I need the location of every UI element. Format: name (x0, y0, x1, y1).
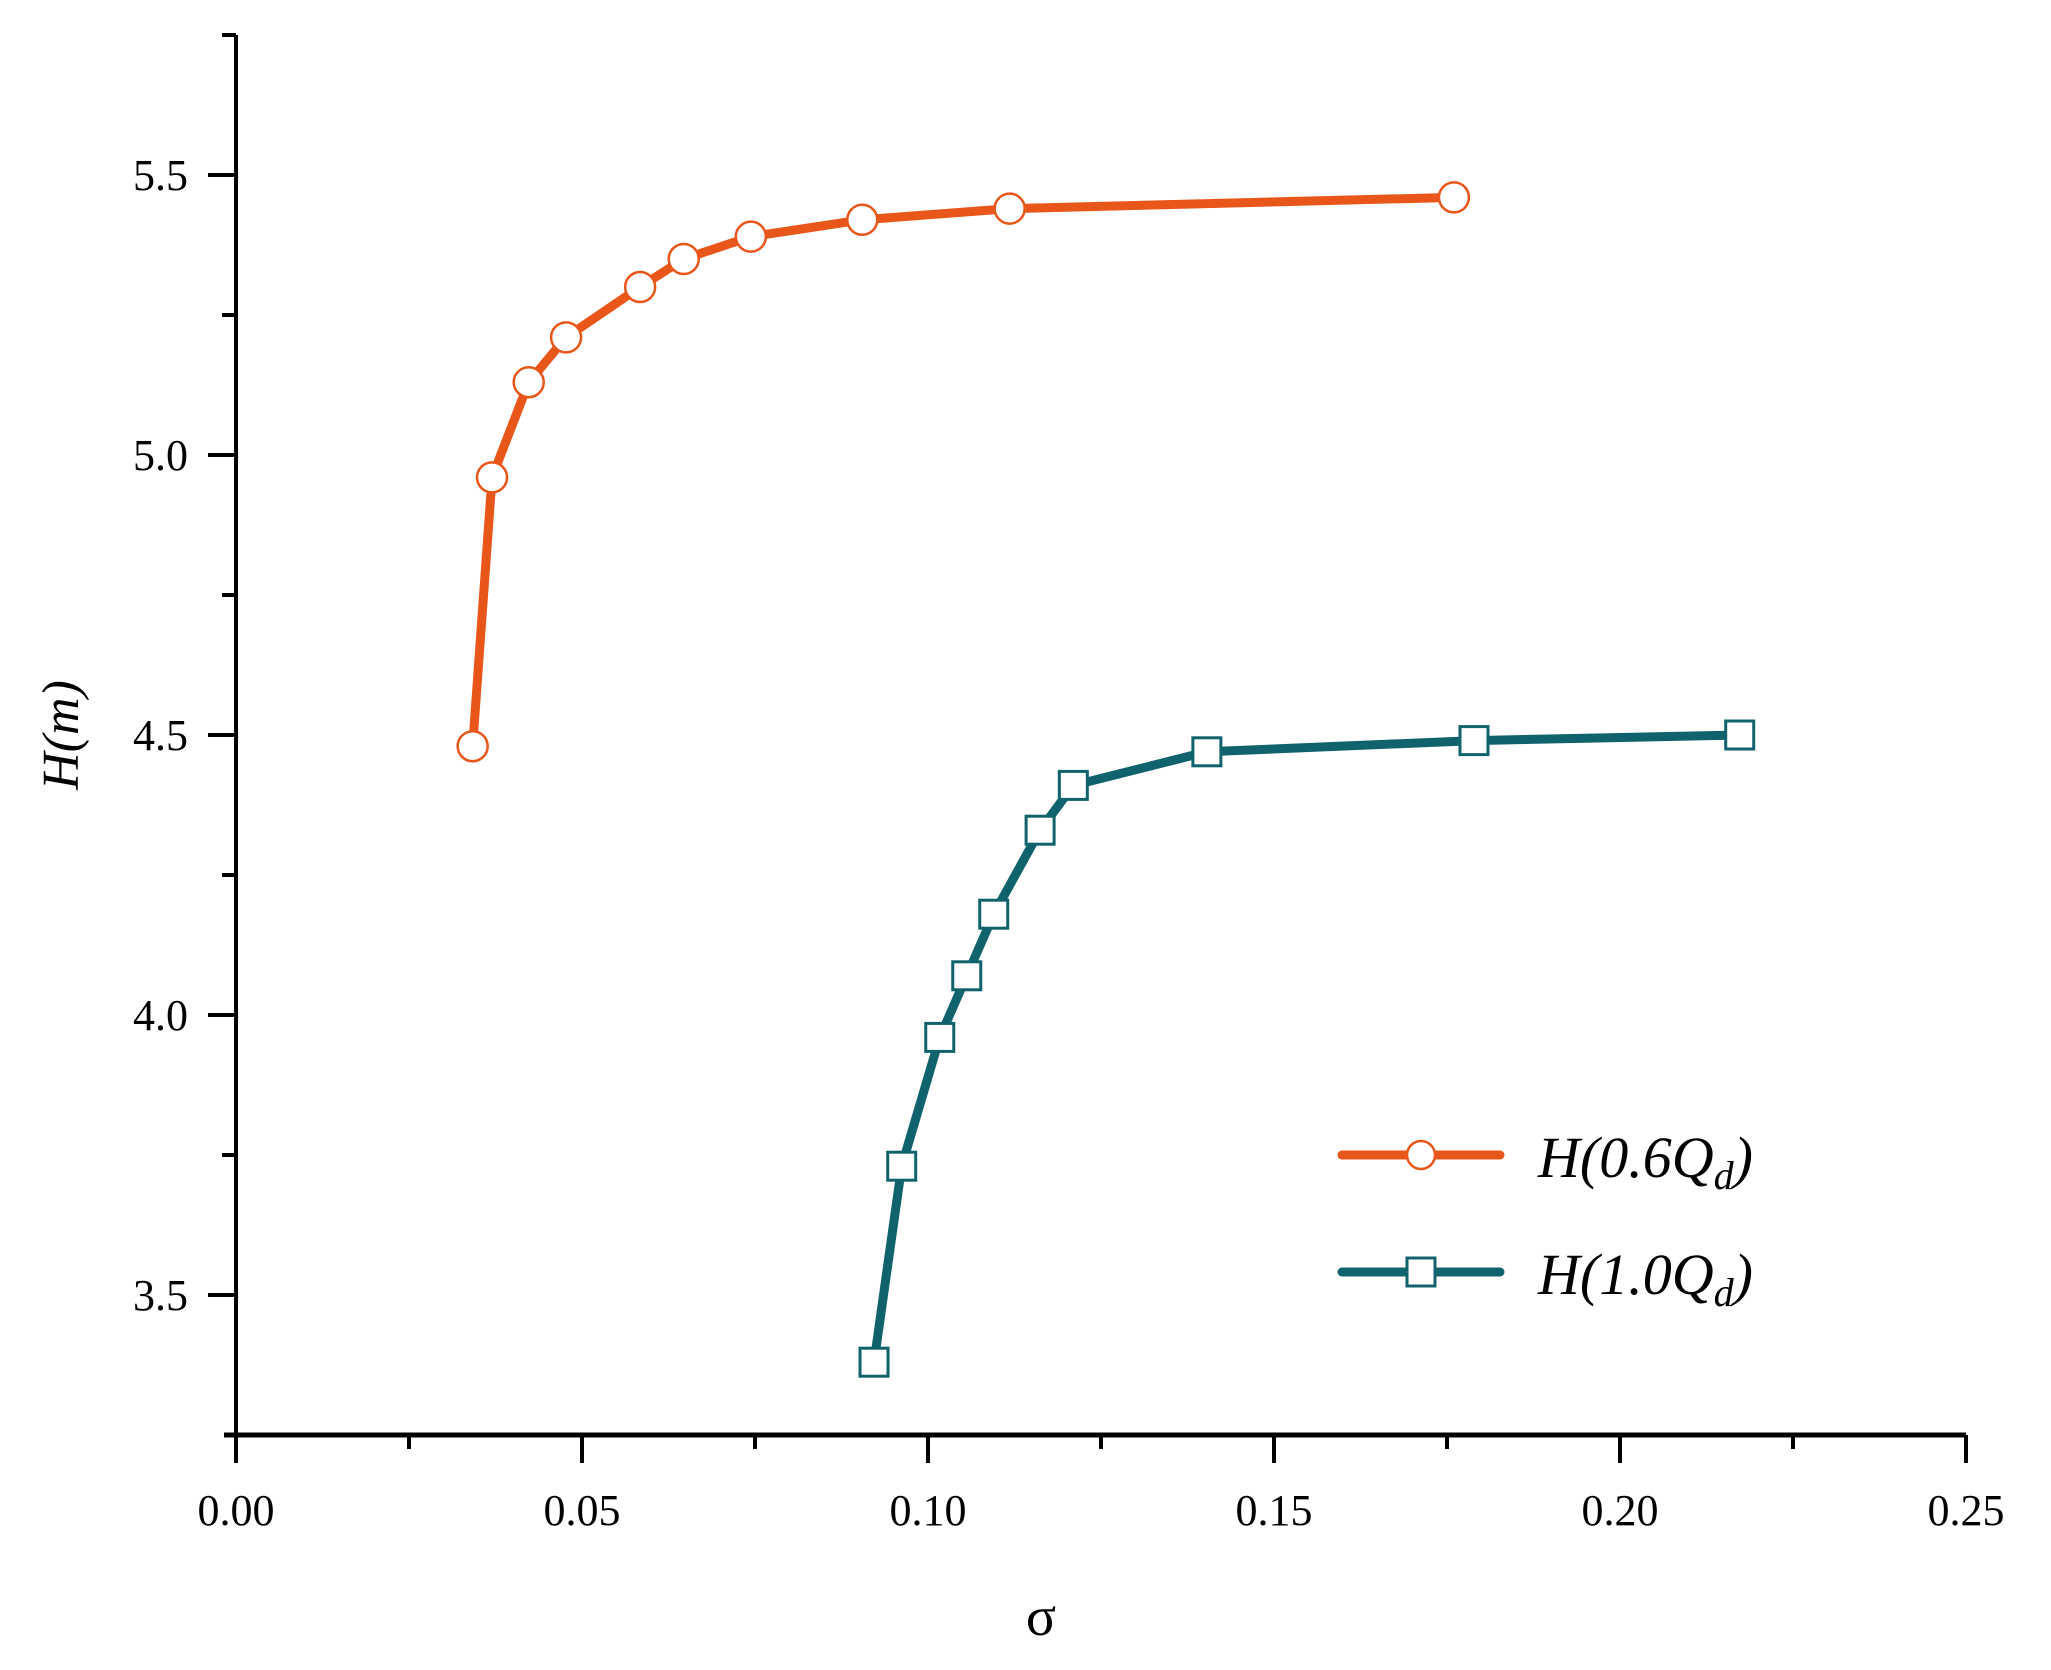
legend-label-end: ) (1731, 1125, 1753, 1190)
y-tick-label: 4.5 (133, 711, 188, 760)
series-line (869, 730, 1745, 1367)
square-marker-icon (1458, 725, 1490, 757)
circle-marker-icon (667, 242, 700, 276)
x-tick-label: 0.15 (1236, 1486, 1313, 1535)
x-tick-label: 0.20 (1582, 1486, 1659, 1535)
square-marker-icon (1024, 814, 1056, 846)
legend-label-subscript: d (1714, 1153, 1735, 1198)
y-tick-label: 3.5 (133, 1271, 188, 1320)
x-axis-title: σ (1026, 1586, 1056, 1648)
circle-marker-icon (623, 270, 657, 304)
series-h-0-6qd (456, 181, 1471, 763)
legend-label-end: ) (1731, 1242, 1753, 1307)
square-marker-icon (1057, 769, 1089, 801)
square-marker-icon (886, 1150, 918, 1182)
circle-marker-icon (993, 192, 1026, 225)
legend: H(0.6Qd)H(1.0Qd) (1337, 1125, 1753, 1315)
circle-marker-icon (1437, 181, 1471, 214)
square-marker-icon (924, 1021, 956, 1053)
circle-marker-icon (734, 220, 768, 253)
x-tick-label: 0.10 (890, 1486, 967, 1535)
y-tick-label: 5.0 (133, 431, 188, 480)
legend-label-main: H(1.0Q (1537, 1242, 1714, 1307)
y-tick-label: 5.5 (133, 151, 188, 200)
y-tick-label: 4.0 (133, 991, 188, 1040)
square-marker-icon (951, 960, 983, 992)
legend-label: H(1.0Qd) (1537, 1242, 1753, 1315)
legend-label: H(0.6Qd) (1537, 1125, 1753, 1198)
legend-label-subscript: d (1714, 1270, 1735, 1315)
circle-marker-icon (846, 203, 879, 237)
series-layer (456, 181, 1756, 1378)
square-marker-icon (1405, 1256, 1437, 1288)
axes: 3.5 4.0 4.5 5.0 5.5 0.00 0.05 0.10 0.15 0.20 0.25 σ… (33, 33, 2005, 1648)
legend-label-main: H(0.6Q (1537, 1125, 1714, 1190)
square-marker-icon (858, 1346, 890, 1378)
circle-marker-icon (549, 321, 583, 354)
square-marker-icon (1724, 719, 1756, 751)
circle-marker-icon (475, 461, 509, 494)
circle-marker-icon (1405, 1139, 1437, 1171)
legend-item: H(0.6Qd) (1337, 1125, 1753, 1198)
legend-item: H(1.0Qd) (1337, 1242, 1753, 1315)
x-tick-label: 0.25 (1928, 1486, 2005, 1535)
series-h-1-0qd (858, 719, 1756, 1378)
square-marker-icon (978, 898, 1010, 930)
square-marker-icon (1191, 736, 1223, 768)
circle-marker-icon (456, 729, 489, 763)
y-axis-title: H(m) (33, 680, 90, 791)
x-tick-label: 0.05 (544, 1486, 621, 1535)
circle-marker-icon (512, 365, 545, 399)
series-line (468, 192, 1459, 751)
x-tick-label: 0.00 (198, 1486, 275, 1535)
